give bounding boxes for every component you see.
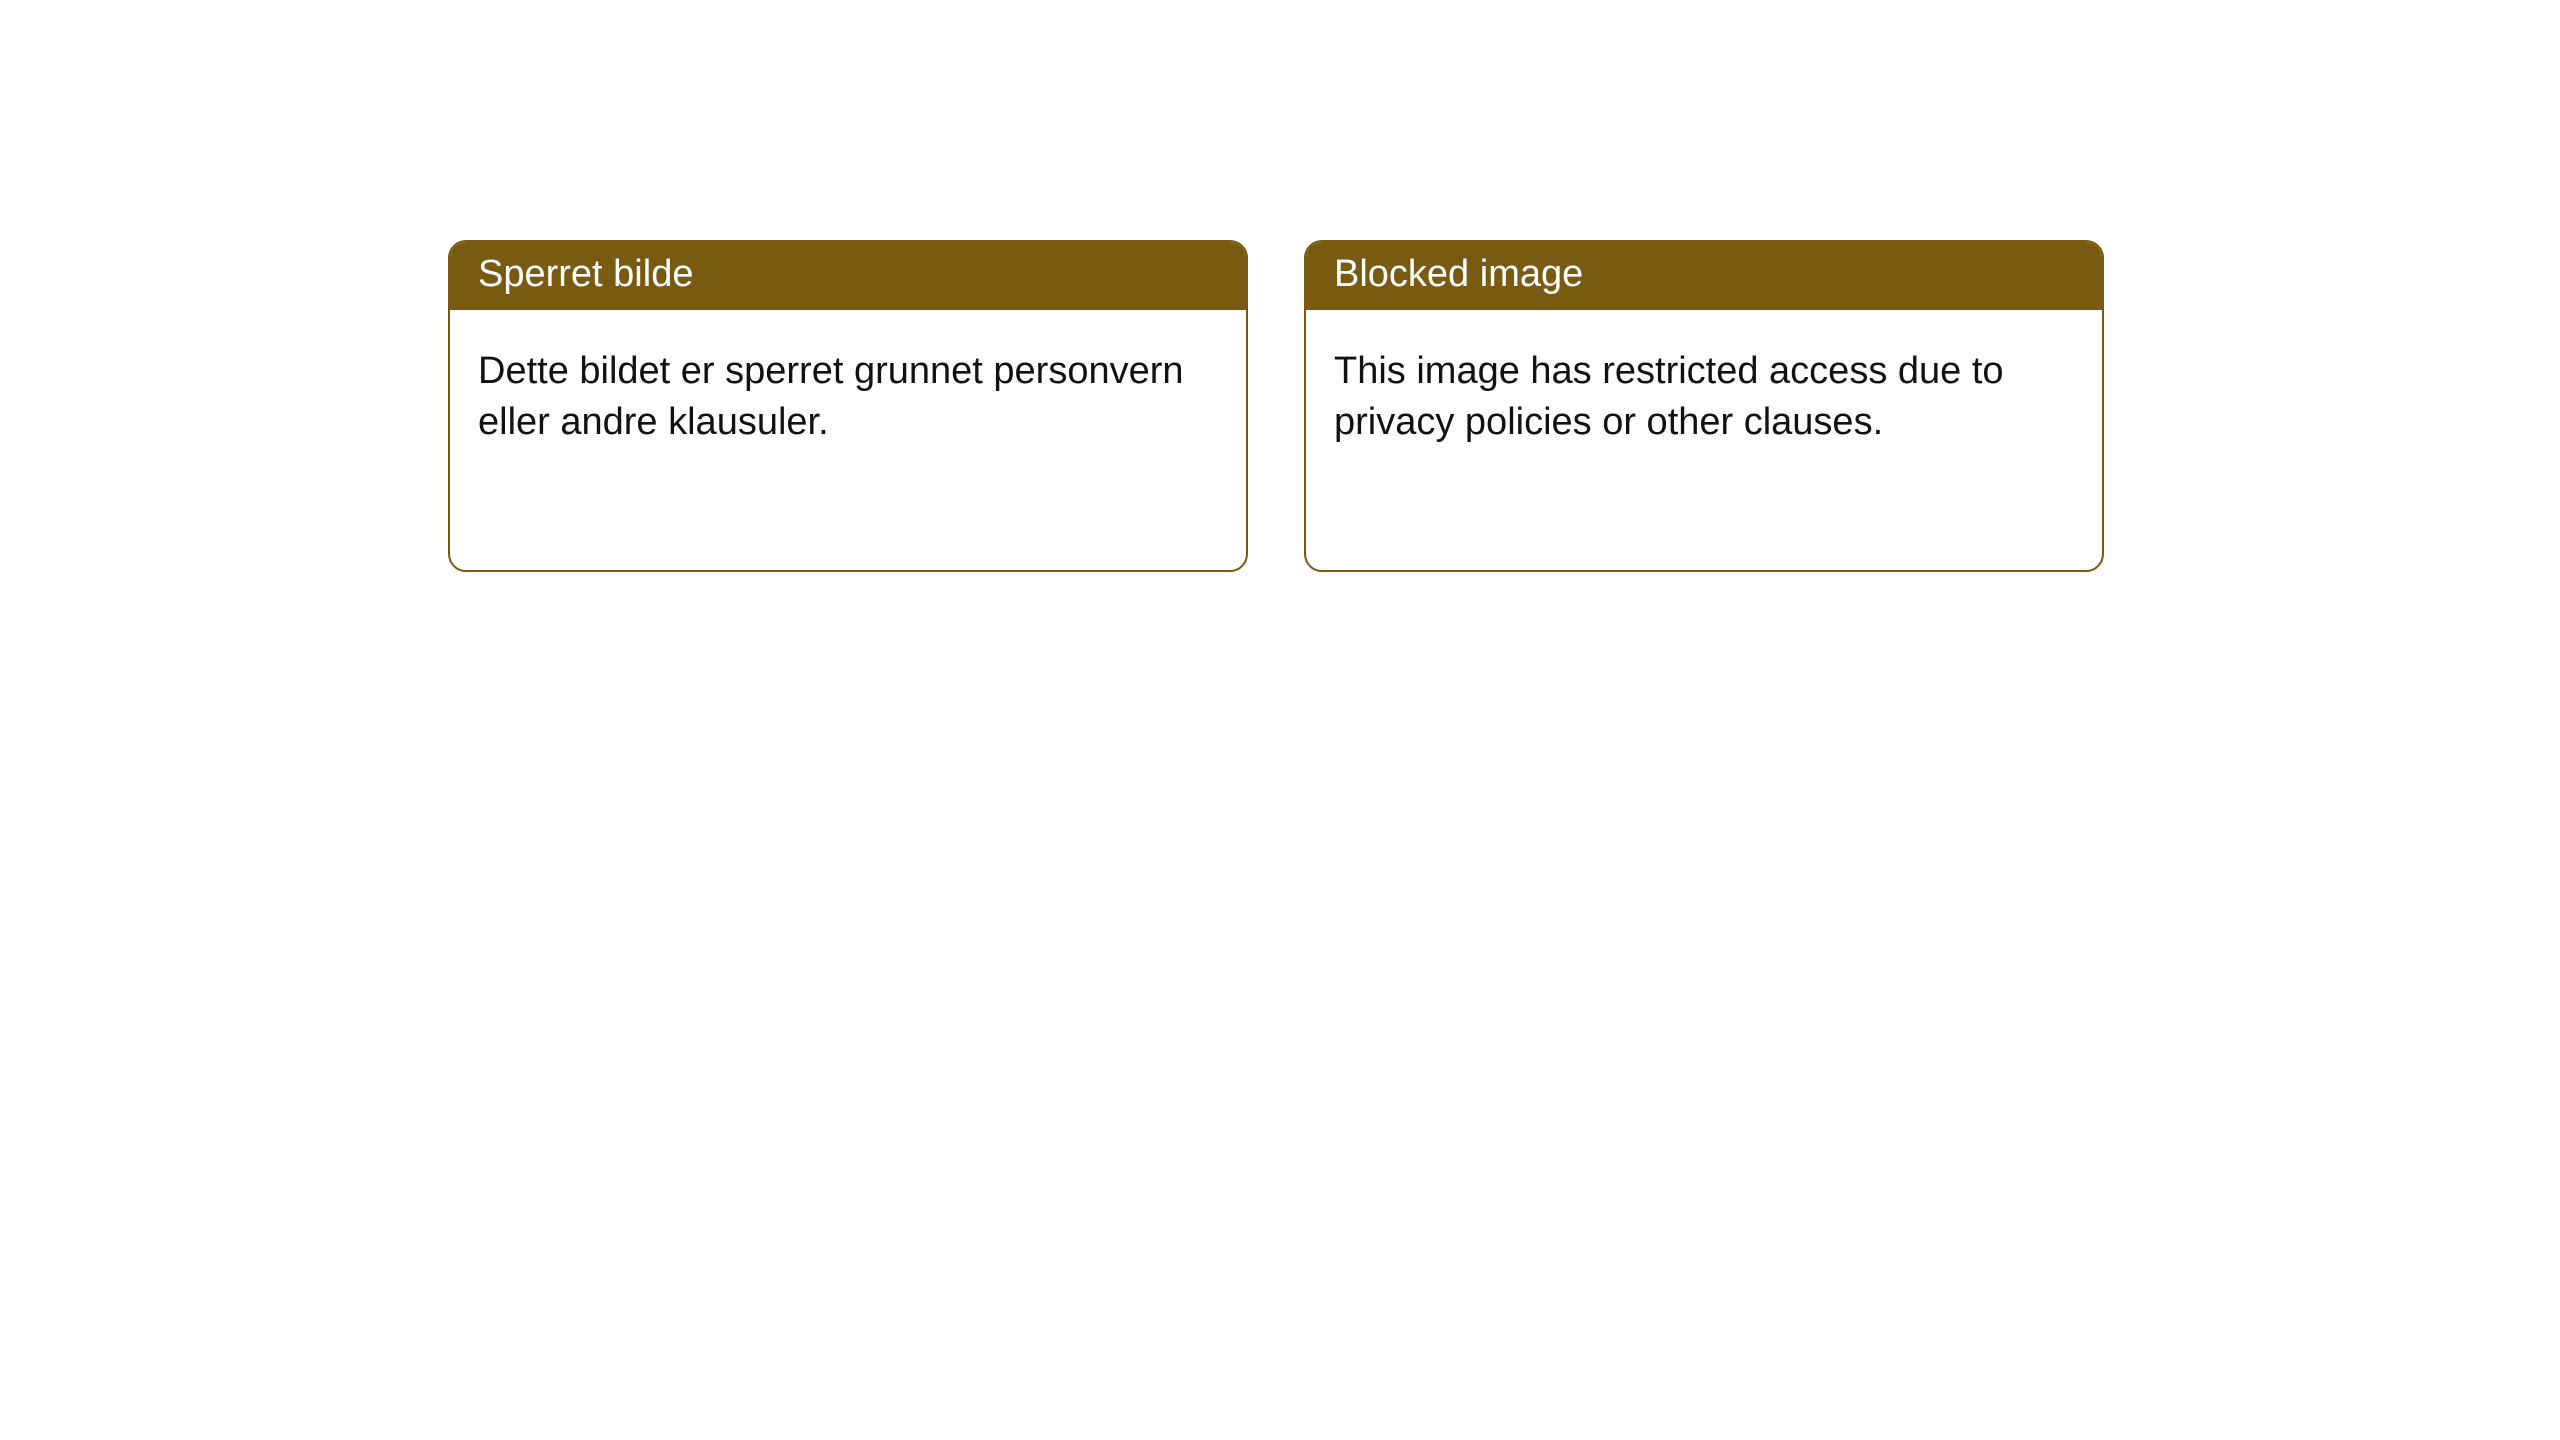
notice-container: Sperret bilde Dette bildet er sperret gr… [0, 0, 2560, 572]
notice-body-norwegian: Dette bildet er sperret grunnet personve… [450, 310, 1246, 485]
notice-title-norwegian: Sperret bilde [450, 242, 1246, 310]
notice-body-english: This image has restricted access due to … [1306, 310, 2102, 485]
notice-title-english: Blocked image [1306, 242, 2102, 310]
notice-card-english: Blocked image This image has restricted … [1304, 240, 2104, 572]
notice-card-norwegian: Sperret bilde Dette bildet er sperret gr… [448, 240, 1248, 572]
